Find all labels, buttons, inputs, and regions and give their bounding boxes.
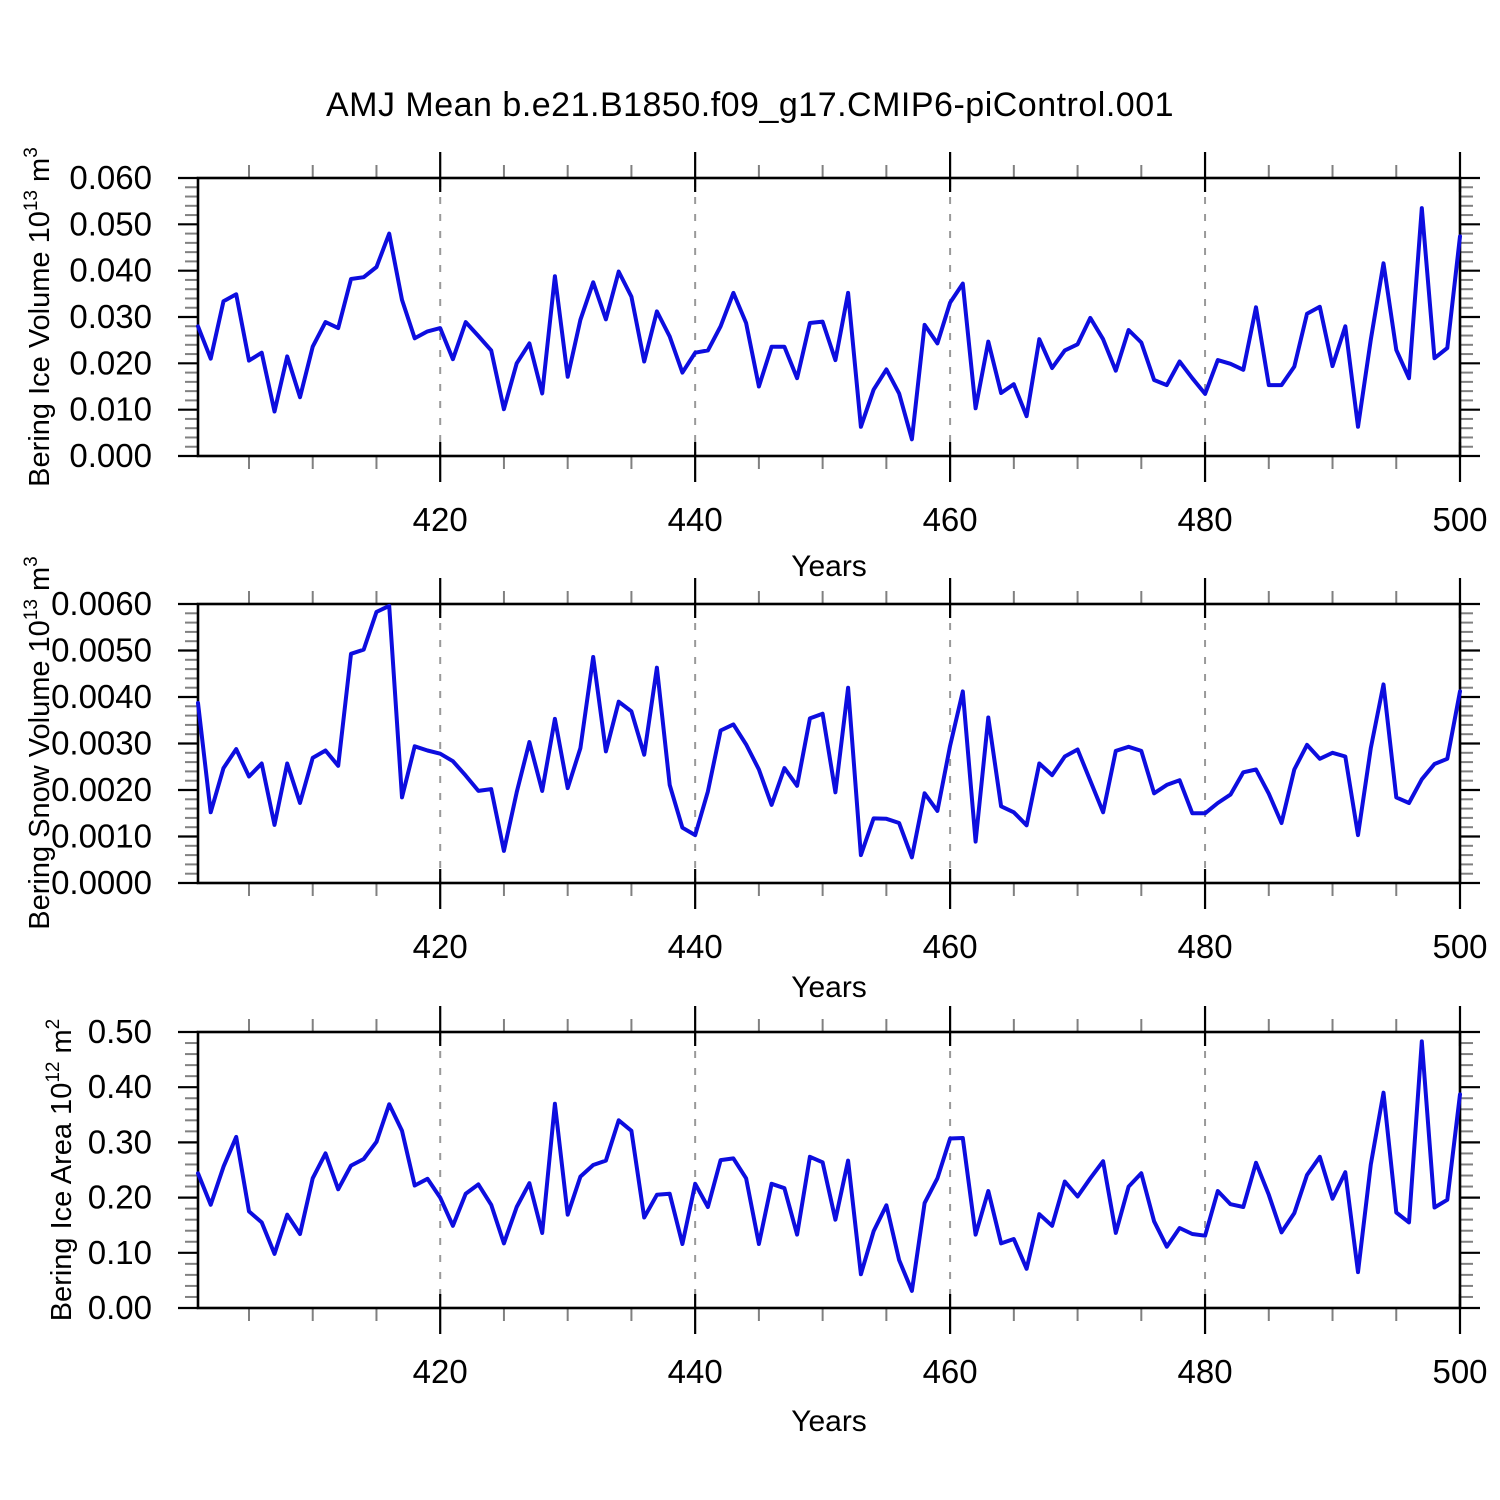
x-tick-label: 460 — [923, 1353, 978, 1390]
y-axis-title-ice-area: Bering Ice Area 1012 m2 — [42, 960, 82, 1380]
y-tick-label: 0.030 — [69, 298, 152, 335]
x-tick-label: 420 — [413, 1353, 468, 1390]
y-tick-label: 0.10 — [88, 1234, 152, 1271]
y-axis-title-text: Bering Ice Volume 10 — [24, 211, 56, 487]
y-axis-title-text: Bering Ice Area 10 — [46, 1082, 78, 1322]
y-tick-label: 0.0000 — [51, 864, 152, 901]
y-tick-label: 0.060 — [69, 159, 152, 196]
y-tick-label: 0.0050 — [51, 632, 152, 669]
x-tick-label: 500 — [1432, 1353, 1487, 1390]
figure-title: AMJ Mean b.e21.B1850.f09_g17.CMIP6-piCon… — [325, 86, 1175, 124]
y-axis-title-unit: m — [24, 157, 56, 190]
y-tick-label: 0.020 — [69, 344, 152, 381]
y-tick-label: 0.50 — [88, 1013, 152, 1050]
panel-border — [196, 602, 1462, 885]
data-line-snow-volume — [196, 603, 1462, 860]
panel-ice-area: 420 440 460 480 500 0.00 0.10 0.20 0.30 0.40 0.50 — [88, 1006, 1488, 1390]
y-axis-title-unit-exponent: 3 — [21, 147, 42, 158]
y-tick-label: 0.010 — [69, 391, 152, 428]
x-axis-title-panel-2: Years — [791, 971, 867, 1004]
x-axis-title-panel-3: Years — [791, 1405, 867, 1438]
x-tick-label: 460 — [923, 501, 978, 538]
x-tick-label: 480 — [1178, 1353, 1233, 1390]
y-axis-title-unit-exponent: 2 — [43, 1018, 64, 1030]
y-tick-label: 0.20 — [88, 1179, 152, 1216]
panel-ice-volume: 420 440 460 480 500 0.000 0.010 0.020 0.030 0.040… — [69, 152, 1488, 538]
y-tick-label: 0.0020 — [51, 771, 152, 808]
x-tick-label: 440 — [668, 1353, 723, 1390]
x-tick-label: 420 — [413, 501, 468, 538]
y-tick-label: 0.0030 — [51, 725, 152, 762]
y-tick-label: 0.0060 — [51, 585, 152, 622]
y-tick-label: 0.000 — [69, 437, 152, 474]
panel-border — [196, 176, 1462, 458]
x-tick-label: 500 — [1432, 928, 1487, 965]
x-tick-label: 440 — [668, 501, 723, 538]
y-axis-title-exponent: 12 — [43, 1061, 64, 1083]
y-tick-label: 0.30 — [88, 1123, 152, 1160]
y-axis-title-exponent: 13 — [21, 190, 42, 212]
data-line-ice-area — [196, 1039, 1462, 1293]
y-axis-title-text: Bering Snow Volume 10 — [24, 620, 56, 930]
x-tick-label: 420 — [413, 928, 468, 965]
y-axis-title-unit-exponent: 3 — [21, 556, 42, 567]
panel-border — [196, 1030, 1462, 1310]
x-axis-title-panel-1: Years — [791, 550, 867, 583]
x-tick-label: 440 — [668, 928, 723, 965]
y-axis-title-snow-volume: Bering Snow Volume 1013 m3 — [20, 533, 60, 953]
y-tick-label: 0.040 — [69, 252, 152, 289]
y-tick-label: 0.00 — [88, 1289, 152, 1326]
y-tick-label: 0.40 — [88, 1068, 152, 1105]
y-tick-label: 0.0040 — [51, 678, 152, 715]
y-axis-title-unit: m — [46, 1029, 78, 1062]
x-tick-label: 460 — [923, 928, 978, 965]
x-tick-label: 500 — [1432, 501, 1487, 538]
y-tick-label: 0.0010 — [51, 818, 152, 855]
y-tick-label: 0.050 — [69, 205, 152, 242]
y-axis-title-ice-volume: Bering Ice Volume 1013 m3 — [20, 107, 60, 527]
y-axis-title-unit: m — [24, 566, 56, 600]
panel-snow-volume: 420 440 460 480 500 0.0000 0.0010 0.0020 0.0030 0… — [51, 578, 1488, 965]
x-tick-label: 480 — [1178, 928, 1233, 965]
x-tick-label: 480 — [1178, 501, 1233, 538]
data-line-ice-volume — [196, 206, 1462, 442]
y-axis-title-exponent: 13 — [21, 599, 42, 621]
